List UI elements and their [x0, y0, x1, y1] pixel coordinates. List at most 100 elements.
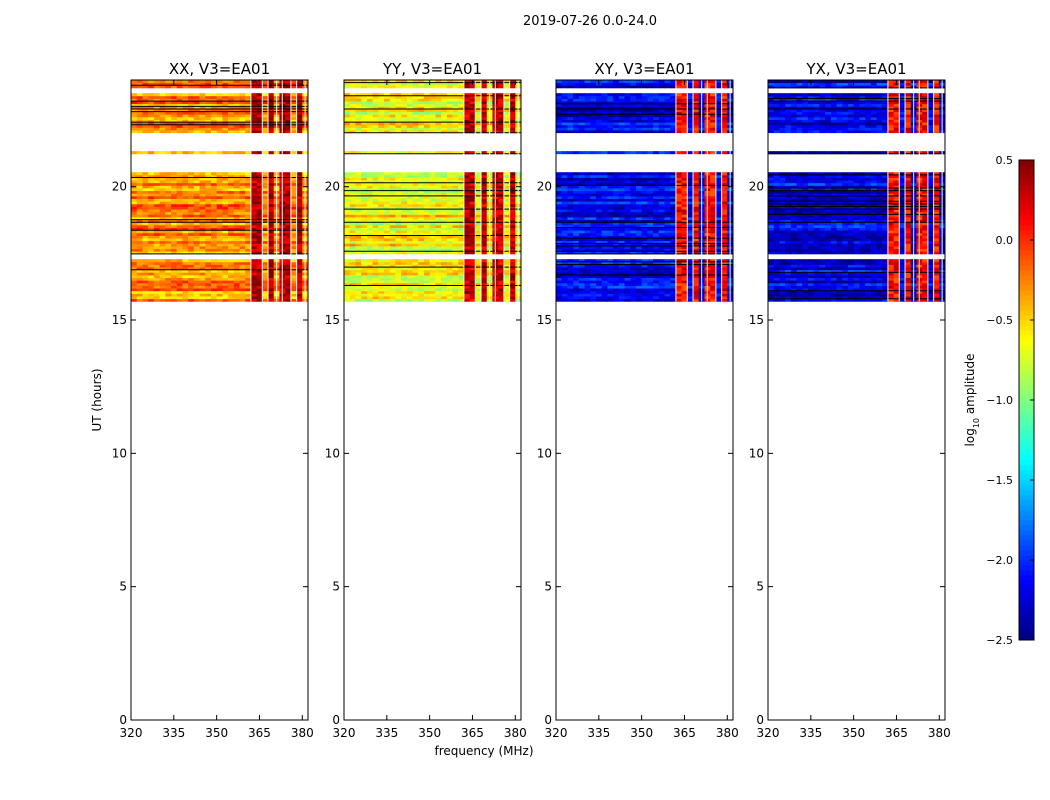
heatmap-cell: [469, 98, 476, 102]
heatmap-cell: [578, 235, 585, 239]
heatmap-cell: [239, 248, 246, 252]
heatmap-cell: [205, 267, 212, 271]
heatmap-cell: [710, 285, 717, 289]
heatmap-cell: [441, 251, 448, 255]
heatmap-cell: [630, 264, 637, 268]
heatmap-cell: [498, 98, 505, 102]
heatmap-cell: [210, 261, 218, 265]
heatmap-cell: [383, 288, 391, 292]
heatmap-cell: [389, 127, 396, 131]
heatmap-cell: [159, 269, 166, 273]
heatmap-cell: [239, 203, 246, 207]
heatmap-cell: [509, 172, 516, 176]
heatmap-cell: [635, 280, 643, 284]
heatmap-cell: [210, 230, 218, 234]
heatmap-cell: [418, 209, 425, 213]
heatmap-cell: [159, 80, 166, 84]
heatmap-cell: [131, 108, 138, 113]
heatmap-cell: [481, 290, 488, 294]
heatmap-cell: [607, 280, 614, 284]
heatmap-cell: [418, 198, 425, 202]
heatmap-cell: [458, 193, 465, 197]
heatmap-cell: [245, 261, 252, 265]
heatmap-cell: [595, 227, 603, 231]
heatmap-cell: [401, 227, 408, 231]
heatmap-cell: [182, 246, 189, 250]
heatmap-cell: [296, 222, 303, 226]
heatmap-cell: [245, 222, 252, 226]
heatmap-cell: [193, 267, 200, 271]
heatmap-cell: [584, 277, 591, 281]
heatmap-cell: [349, 201, 356, 205]
heatmap-cell: [361, 222, 368, 226]
heatmap-cell: [355, 232, 362, 236]
heatmap-cell: [233, 130, 240, 134]
heatmap-cell: [647, 285, 654, 289]
heatmap-cell: [607, 269, 614, 273]
heatmap-cell: [182, 203, 189, 207]
heatmap-cell: [159, 261, 166, 265]
heatmap-cell: [290, 180, 297, 184]
heatmap-cell: [435, 238, 442, 242]
heatmap-cell: [401, 293, 408, 297]
heatmap-cell: [193, 95, 200, 99]
heatmap-cell: [401, 172, 408, 176]
heatmap-cell: [675, 280, 683, 284]
heatmap-cell: [193, 201, 200, 205]
heatmap-cell: [355, 127, 362, 131]
heatmap-cell: [205, 235, 212, 239]
y-tick-label: 10: [112, 446, 127, 460]
heatmap-cell: [344, 108, 351, 113]
panel-title: YY, V3=EA01: [382, 60, 482, 78]
heatmap-cell: [509, 82, 516, 86]
heatmap-cell: [452, 124, 459, 128]
heatmap-cell: [159, 214, 166, 218]
heatmap-cell: [613, 296, 620, 300]
heatmap-cell: [136, 298, 143, 302]
heatmap-cell: [481, 190, 488, 194]
heatmap-cell: [481, 264, 488, 268]
heatmap-cell: [406, 211, 413, 215]
heatmap-cell: [222, 274, 229, 279]
heatmap-cell: [239, 219, 246, 223]
heatmap-cell: [349, 232, 356, 236]
heatmap-cell: [618, 267, 625, 271]
heatmap-cell: [290, 198, 297, 202]
heatmap-cell: [446, 111, 453, 115]
heatmap-cell: [216, 119, 223, 123]
heatmap-cell: [148, 124, 155, 128]
heatmap-cell: [216, 296, 223, 300]
heatmap-cell: [142, 106, 149, 110]
heatmap-cell: [389, 185, 396, 189]
heatmap-cell: [188, 93, 195, 97]
heatmap-cell: [355, 224, 362, 228]
heatmap-cell: [406, 101, 413, 105]
heatmap-cell: [463, 285, 471, 289]
heatmap-cell: [268, 93, 275, 97]
heatmap-cell: [366, 93, 373, 97]
heatmap-cell: [222, 230, 229, 234]
heatmap-cell: [710, 238, 717, 242]
heatmap-cell: [481, 217, 488, 221]
heatmap-cell: [378, 177, 385, 181]
heatmap-cell: [210, 122, 218, 126]
heatmap-cell: [245, 198, 252, 202]
heatmap-cell: [159, 280, 166, 284]
heatmap-cell: [498, 285, 505, 289]
heatmap-cell: [435, 95, 442, 99]
heatmap-cell: [176, 261, 183, 265]
heatmap-cell: [245, 214, 252, 218]
heatmap-cell: [463, 296, 471, 300]
heatmap-cell: [458, 203, 465, 207]
heatmap-cell: [372, 267, 379, 271]
heatmap-cell: [148, 95, 155, 99]
heatmap-cell: [205, 130, 212, 134]
heatmap-cell: [475, 116, 482, 120]
heatmap-cell: [578, 277, 585, 281]
heatmap-cell: [344, 238, 351, 242]
heatmap-cell: [228, 130, 235, 134]
heatmap-cell: [721, 232, 728, 236]
heatmap-cell: [176, 195, 183, 199]
heatmap-cell: [170, 116, 178, 120]
